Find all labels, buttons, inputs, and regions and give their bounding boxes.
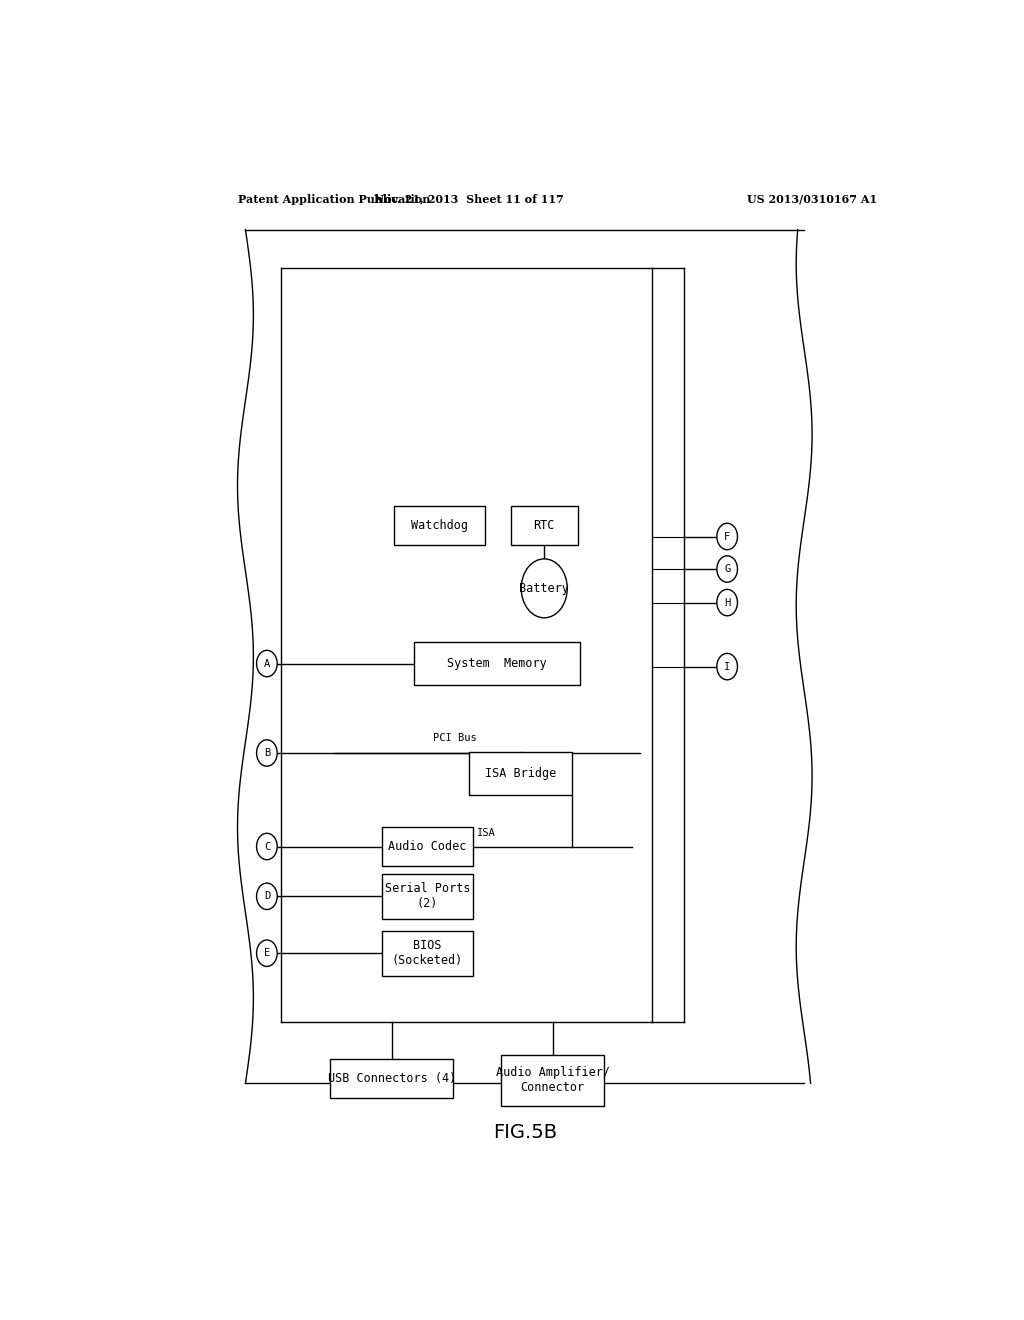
Text: ISA Bridge: ISA Bridge	[485, 767, 556, 780]
Text: System  Memory: System Memory	[447, 657, 547, 671]
Text: US 2013/0310167 A1: US 2013/0310167 A1	[748, 194, 878, 205]
Text: H: H	[724, 598, 730, 607]
FancyBboxPatch shape	[382, 874, 473, 919]
Text: PCI Bus: PCI Bus	[433, 733, 477, 743]
Text: BIOS
(Socketed): BIOS (Socketed)	[392, 940, 463, 968]
Circle shape	[717, 523, 737, 549]
Text: E: E	[264, 948, 270, 958]
Text: USB Connectors (4): USB Connectors (4)	[328, 1072, 456, 1085]
Text: G: G	[724, 564, 730, 574]
Text: FIG.5B: FIG.5B	[493, 1122, 557, 1142]
Text: C: C	[264, 842, 270, 851]
FancyBboxPatch shape	[382, 931, 473, 975]
FancyBboxPatch shape	[331, 1059, 454, 1097]
Text: Watchdog: Watchdog	[411, 519, 468, 532]
Text: A: A	[264, 659, 270, 668]
Circle shape	[257, 833, 278, 859]
FancyBboxPatch shape	[469, 752, 572, 795]
FancyBboxPatch shape	[414, 643, 581, 685]
Circle shape	[257, 651, 278, 677]
Text: Nov. 21, 2013  Sheet 11 of 117: Nov. 21, 2013 Sheet 11 of 117	[375, 194, 564, 205]
Text: D: D	[264, 891, 270, 902]
Circle shape	[257, 883, 278, 909]
Circle shape	[717, 653, 737, 680]
Text: RTC: RTC	[534, 519, 555, 532]
Text: Patent Application Publication: Patent Application Publication	[238, 194, 430, 205]
FancyBboxPatch shape	[501, 1055, 604, 1106]
Text: I: I	[724, 661, 730, 672]
Circle shape	[257, 739, 278, 766]
Circle shape	[717, 556, 737, 582]
Circle shape	[521, 558, 567, 618]
FancyBboxPatch shape	[382, 828, 473, 866]
Text: F: F	[724, 532, 730, 541]
Text: Audio Codec: Audio Codec	[388, 840, 467, 853]
Text: ISA: ISA	[477, 829, 496, 838]
FancyBboxPatch shape	[394, 506, 485, 545]
Text: Audio Amplifier/
Connector: Audio Amplifier/ Connector	[496, 1067, 609, 1094]
Circle shape	[717, 589, 737, 616]
Text: B: B	[264, 748, 270, 758]
Text: Serial Ports
(2): Serial Ports (2)	[385, 882, 470, 911]
Circle shape	[257, 940, 278, 966]
FancyBboxPatch shape	[511, 506, 578, 545]
Text: Battery: Battery	[519, 582, 569, 595]
